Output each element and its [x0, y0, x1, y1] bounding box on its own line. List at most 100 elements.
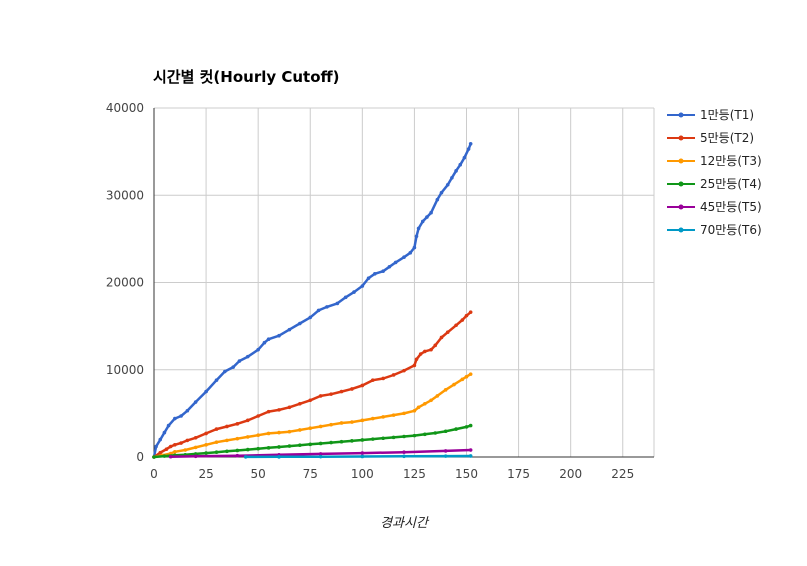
data-point [458, 162, 463, 167]
x-tick-label-5: 125 [403, 467, 426, 481]
data-point [204, 451, 208, 455]
data-point [402, 454, 406, 459]
data-point [370, 416, 375, 421]
data-point [433, 431, 438, 435]
data-point [423, 401, 427, 406]
data-point [468, 423, 473, 428]
data-point [152, 455, 156, 459]
legend-marker [678, 158, 684, 164]
data-point [308, 426, 313, 431]
chart-title: 시간별 컷(Hourly Cutoff) [153, 68, 340, 86]
data-point [412, 408, 417, 413]
data-point [308, 442, 313, 447]
data-point [158, 437, 163, 442]
data-point [454, 427, 458, 431]
data-point [402, 368, 406, 373]
data-point [370, 437, 375, 441]
data-point [256, 446, 260, 451]
data-point [235, 448, 240, 453]
series-6 [243, 454, 473, 459]
data-point [235, 422, 240, 426]
data-point [237, 359, 242, 363]
data-point [429, 210, 433, 215]
legend-marker [678, 204, 684, 210]
data-point [335, 301, 340, 306]
data-point [343, 295, 348, 300]
data-point [366, 276, 371, 280]
data-point [179, 414, 183, 418]
data-point [193, 400, 198, 404]
data-point [204, 442, 208, 447]
y-tick-label-3: 30000 [106, 188, 144, 202]
legend-marker [678, 135, 684, 141]
data-point [329, 440, 333, 445]
series-line-2 [152, 310, 472, 459]
data-point [381, 436, 385, 441]
data-point [423, 432, 427, 437]
data-point [464, 313, 469, 318]
data-point [360, 383, 365, 388]
legend-item-2: 5만등(T2) [667, 131, 754, 145]
data-point [164, 447, 169, 451]
data-point [168, 454, 173, 459]
data-point [445, 330, 450, 335]
data-point [350, 420, 354, 424]
legend-label: 12만등(T3) [700, 154, 762, 168]
data-point [179, 441, 183, 445]
data-point [387, 264, 392, 269]
legend-item-4: 25만등(T4) [667, 177, 762, 191]
data-point [360, 438, 365, 442]
data-point [352, 290, 356, 294]
data-point [425, 215, 429, 219]
data-point [298, 321, 302, 326]
data-point [318, 424, 323, 429]
data-point [185, 408, 190, 413]
data-point [460, 377, 465, 382]
data-point [350, 387, 354, 391]
data-point [402, 450, 406, 455]
data-point [402, 255, 406, 259]
data-point [373, 271, 377, 276]
series-line-1 [152, 142, 472, 459]
data-point [464, 374, 469, 379]
data-point [360, 451, 365, 455]
data-point [443, 454, 448, 458]
legend-label: 25만등(T4) [700, 177, 762, 191]
data-point [416, 226, 421, 231]
data-point [468, 448, 473, 452]
data-point [443, 388, 448, 392]
data-point [316, 308, 321, 313]
data-point [468, 454, 473, 458]
data-point [391, 435, 396, 440]
data-point [154, 444, 158, 449]
data-point [277, 445, 281, 449]
series-4 [152, 423, 473, 459]
data-point [225, 449, 229, 454]
data-point [298, 401, 302, 406]
data-point [204, 389, 208, 394]
data-point [339, 421, 344, 425]
data-point [381, 269, 385, 273]
data-point [381, 415, 385, 419]
x-tick-label-1: 25 [198, 467, 213, 481]
data-point [168, 444, 173, 449]
data-point [402, 434, 406, 439]
data-point [468, 310, 473, 314]
data-point [308, 398, 313, 403]
data-point [433, 343, 438, 348]
data-point [277, 333, 281, 338]
data-point [329, 392, 333, 396]
data-point [339, 389, 344, 394]
data-point [414, 357, 419, 362]
series-5 [168, 448, 473, 459]
data-point [360, 418, 365, 423]
data-point [193, 445, 198, 450]
data-point [416, 405, 421, 410]
data-point [412, 433, 417, 438]
data-point [223, 369, 227, 374]
data-point [454, 323, 458, 328]
data-point [298, 443, 302, 448]
x-axis-label: 경과시간 [380, 516, 430, 531]
data-point [162, 430, 167, 435]
data-point [308, 315, 313, 320]
